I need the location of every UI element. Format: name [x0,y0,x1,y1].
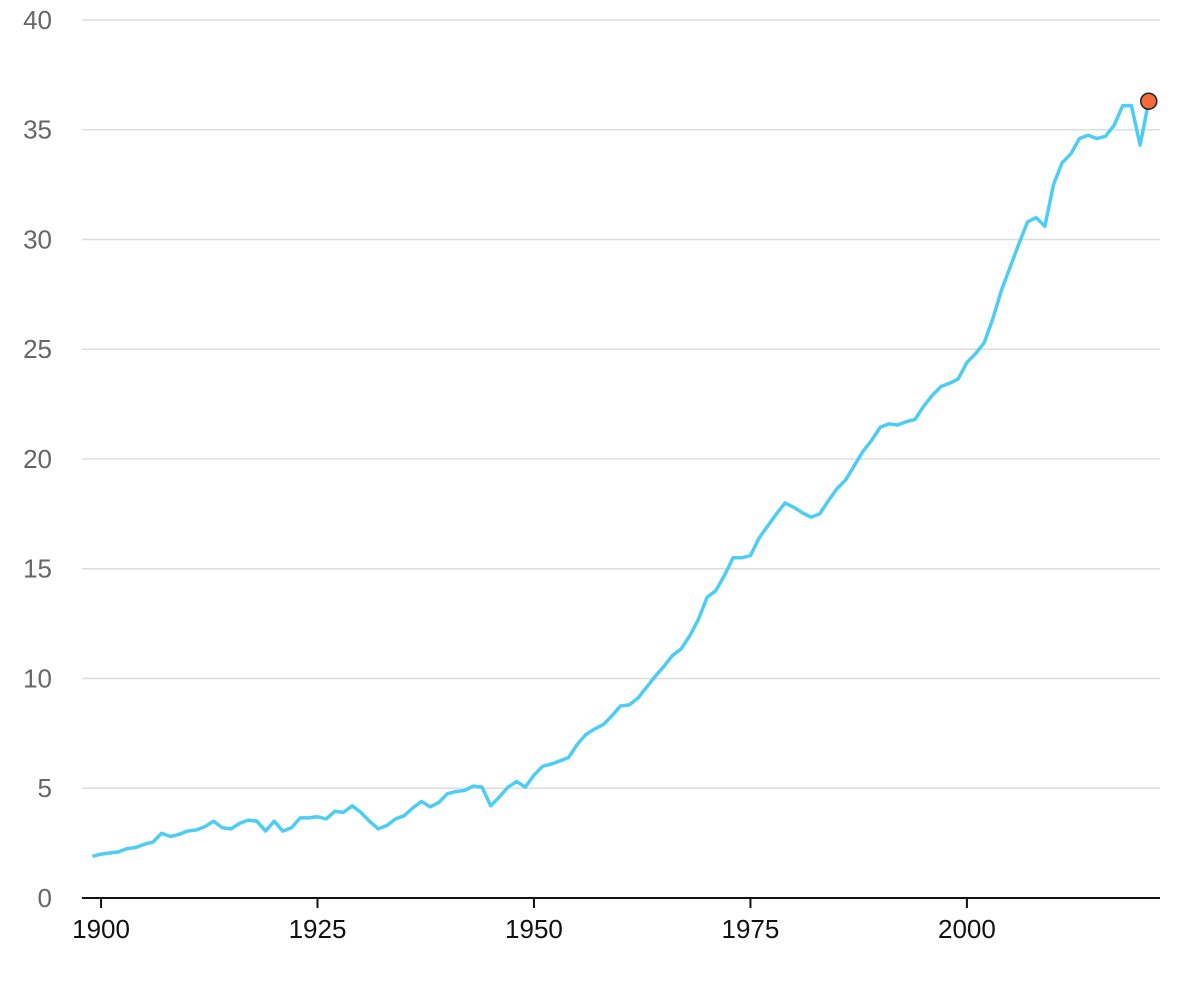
y-tick-label: 40 [23,5,52,35]
y-tick-label: 10 [23,663,52,693]
y-tick-label: 30 [23,224,52,254]
x-tick-label: 1900 [72,914,130,944]
x-tick-label: 1975 [722,914,780,944]
last-point [1139,92,1158,110]
y-tick-label: 25 [23,334,52,364]
line [91,100,1151,858]
y-tick-label: 0 [38,883,52,913]
y-tick-label: 5 [38,773,52,803]
y-tick-label: 35 [23,115,52,145]
x-tick-label: 2000 [938,914,996,944]
y-tick-label: 15 [23,554,52,584]
x-tick-label: 1950 [505,914,563,944]
y-tick-label: 20 [23,444,52,474]
x-tick-label: 1925 [289,914,347,944]
